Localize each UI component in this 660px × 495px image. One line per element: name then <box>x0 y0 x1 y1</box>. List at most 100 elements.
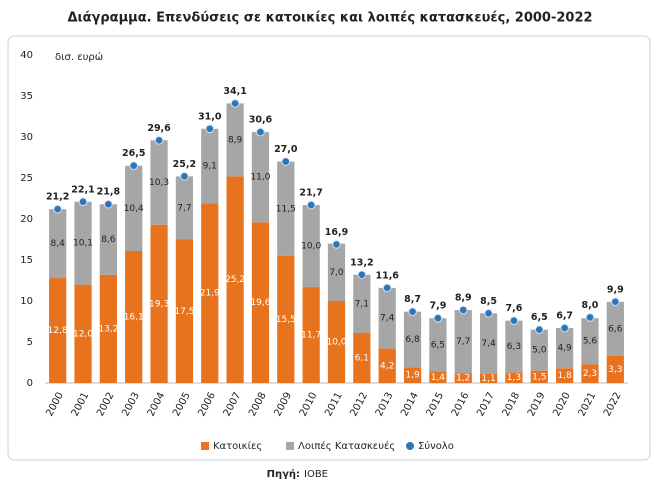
y-tick-label: 5 <box>27 337 33 348</box>
total-marker <box>53 204 62 214</box>
bar-segment <box>175 239 194 383</box>
y-tick-label: 20 <box>20 214 33 225</box>
bar-segment <box>201 128 219 204</box>
y-tick-label: 30 <box>20 132 33 143</box>
value-label: 11,5 <box>276 204 296 214</box>
total-marker <box>408 307 417 316</box>
value-label: 8,6 <box>101 235 116 245</box>
bar-segment <box>479 373 498 383</box>
legend-label: Σύνολο <box>418 440 454 452</box>
value-label: 6,1 <box>355 353 369 363</box>
value-label: 6,8 <box>405 335 420 345</box>
total-label: 8,9 <box>455 293 472 304</box>
legend-label: Κατοικίες <box>213 440 262 452</box>
value-label: 13,2 <box>98 324 118 334</box>
value-label: 8,9 <box>228 135 243 145</box>
bar-segment <box>403 311 422 368</box>
value-label: 2,3 <box>583 369 597 379</box>
value-label: 7,4 <box>481 339 496 349</box>
value-label: 9,1 <box>203 162 217 172</box>
value-label: 11,7 <box>301 331 321 341</box>
bar-segment <box>74 284 92 383</box>
value-label: 19,6 <box>250 298 270 308</box>
y-tick-label: 0 <box>27 378 33 389</box>
value-label: 19,3 <box>149 299 169 309</box>
bar-segment <box>277 255 295 383</box>
total-marker <box>382 283 392 293</box>
bar-segment <box>150 140 168 225</box>
bar-segment <box>479 313 498 374</box>
value-label: 5,0 <box>532 346 547 356</box>
value-label: 6,5 <box>431 340 445 350</box>
bar-segment <box>251 132 270 223</box>
total-marker <box>180 172 189 181</box>
total-marker <box>433 313 443 323</box>
y-tick-label: 25 <box>20 173 33 184</box>
bar-segment <box>99 274 117 383</box>
total-label: 22,1 <box>71 184 94 195</box>
bar-segment <box>505 320 523 373</box>
bar-segment <box>226 103 244 177</box>
value-label: 21,9 <box>200 289 220 299</box>
value-label: 11,0 <box>250 173 270 183</box>
value-label: 5,6 <box>583 337 598 347</box>
total-label: 13,2 <box>350 257 373 268</box>
total-label: 8,5 <box>480 296 497 307</box>
bar-segment <box>556 368 574 383</box>
total-label: 6,7 <box>556 311 573 322</box>
value-label: 25,2 <box>225 275 245 285</box>
bar-segment <box>378 287 396 349</box>
value-label: 7,1 <box>355 299 369 309</box>
bar-segment <box>353 332 371 383</box>
bar-segment <box>74 201 92 285</box>
bar-segment <box>530 370 548 383</box>
total-label: 31,0 <box>198 111 222 122</box>
value-label: 7,4 <box>380 314 395 324</box>
value-label: 10,1 <box>73 239 93 249</box>
value-label: 1,2 <box>456 374 470 384</box>
bar-segment <box>175 176 194 240</box>
total-marker <box>534 325 544 335</box>
legend-swatch <box>201 442 209 450</box>
total-marker <box>611 297 620 307</box>
bar-segment <box>429 318 447 372</box>
bar-segment <box>403 367 422 383</box>
value-label: 10,0 <box>326 338 346 348</box>
bar-segment <box>201 203 219 383</box>
total-label: 21,2 <box>46 192 69 203</box>
value-label: 7,0 <box>329 268 344 278</box>
total-label: 25,2 <box>173 159 196 170</box>
total-marker <box>458 305 468 315</box>
total-marker <box>154 135 164 145</box>
bar-segment <box>277 161 295 256</box>
value-label: 15,5 <box>276 315 296 325</box>
bar-segment <box>429 371 447 383</box>
bar-segment <box>99 204 117 275</box>
bar-segment <box>150 224 168 383</box>
total-marker <box>230 99 240 108</box>
bar-segment <box>556 328 574 369</box>
bar-segment <box>327 243 346 301</box>
value-label: 12,0 <box>73 329 93 339</box>
total-label: 9,9 <box>607 284 624 295</box>
value-label: 3,3 <box>608 365 622 375</box>
bar-segment <box>49 278 67 383</box>
bar-segment <box>353 274 371 333</box>
bar-segment <box>606 355 624 383</box>
value-label: 10,0 <box>301 242 321 252</box>
total-label: 29,6 <box>147 123 171 134</box>
value-label: 6,3 <box>507 342 521 352</box>
total-label: 21,7 <box>299 188 322 199</box>
total-label: 27,0 <box>274 144 298 155</box>
value-label: 1,5 <box>532 372 546 382</box>
total-label: 34,1 <box>223 86 246 97</box>
bar-segment <box>302 205 320 288</box>
total-marker <box>484 309 493 318</box>
total-label: 8,0 <box>582 300 599 311</box>
total-marker <box>78 197 88 207</box>
bar-segment <box>226 176 244 383</box>
value-label: 16,1 <box>124 312 144 322</box>
total-label: 16,9 <box>325 227 348 238</box>
total-marker <box>560 323 569 333</box>
